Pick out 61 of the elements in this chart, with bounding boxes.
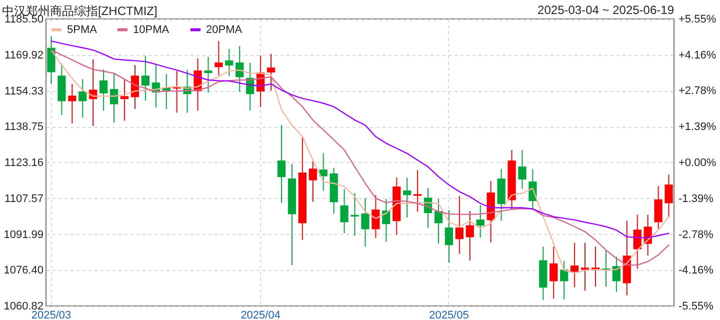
chart-subtitle: 2025-03-04 ~ 2025-06-19: [538, 3, 674, 17]
y2-tick-label: +1.39%: [678, 121, 716, 134]
candlestick: [414, 170, 422, 212]
y2-tick-label: -2.78%: [678, 228, 714, 241]
x-tick-label: 2025/03: [31, 310, 72, 320]
candlestick: [382, 198, 390, 242]
candlestick: [361, 198, 370, 248]
candlestick: [444, 210, 454, 264]
candlestick: [612, 256, 620, 292]
candlestick: [350, 192, 359, 236]
legend-label: 20PMA: [206, 24, 243, 36]
candlestick: [340, 188, 348, 234]
candlestick: [455, 196, 464, 254]
candlestick: [78, 78, 87, 118]
y2-tick-label: -5.55%: [678, 300, 714, 312]
x-tick-label: 2025/04: [240, 310, 280, 320]
candlestick: [319, 152, 328, 192]
x-tick-label: 2025/05: [429, 310, 469, 320]
y2-tick-label: -1.39%: [678, 192, 714, 205]
y2-tick-label: +0.00%: [678, 157, 716, 169]
y-tick-label: 1060.82: [4, 300, 44, 312]
legend-label: 10PMA: [133, 24, 170, 36]
candlestick: [476, 204, 484, 238]
candlestick: [570, 242, 579, 288]
candlestick: [277, 124, 286, 204]
legend-label: 5PMA: [67, 24, 98, 36]
y-tick-label: 1185.50: [4, 14, 44, 26]
candlestick: [591, 246, 600, 288]
candlestick: [120, 78, 129, 122]
y-tick-label: 1138.75: [4, 121, 44, 134]
y-tick-label: 1107.57: [4, 192, 44, 205]
candlestick: [403, 177, 412, 218]
y-tick-label: 1169.92: [4, 49, 44, 62]
y2-tick-label: +2.78%: [678, 85, 716, 98]
candlestick: [236, 45, 244, 92]
candlestick: [434, 198, 443, 244]
candlestick: [68, 83, 76, 124]
candlestick: [664, 174, 673, 218]
candlestick: [204, 56, 212, 94]
candlestick: [100, 68, 108, 112]
candlestick: [225, 48, 234, 77]
candlestick: [141, 56, 150, 102]
candlestick: [308, 160, 317, 202]
y-tick-label: 1091.99: [4, 228, 44, 241]
candlestick: [466, 210, 474, 261]
y-tick-label: 1076.40: [4, 264, 44, 277]
candlestick: [550, 246, 558, 300]
y-tick-label: 1154.33: [4, 85, 44, 98]
y2-tick-label: -4.16%: [678, 264, 714, 277]
candlestick: [214, 40, 223, 76]
y2-tick-label: +5.55%: [678, 14, 716, 26]
candlestick: [580, 242, 590, 292]
candlestick: [266, 53, 276, 92]
candlestick: [372, 194, 380, 238]
y-tick-label: 1123.16: [4, 157, 44, 169]
candlestick: [110, 72, 118, 124]
candlestick: [528, 168, 537, 211]
candlestick: [518, 149, 526, 190]
y2-tick-label: +4.16%: [678, 49, 716, 62]
candlestick: [654, 186, 662, 230]
candlestick: [560, 260, 568, 300]
